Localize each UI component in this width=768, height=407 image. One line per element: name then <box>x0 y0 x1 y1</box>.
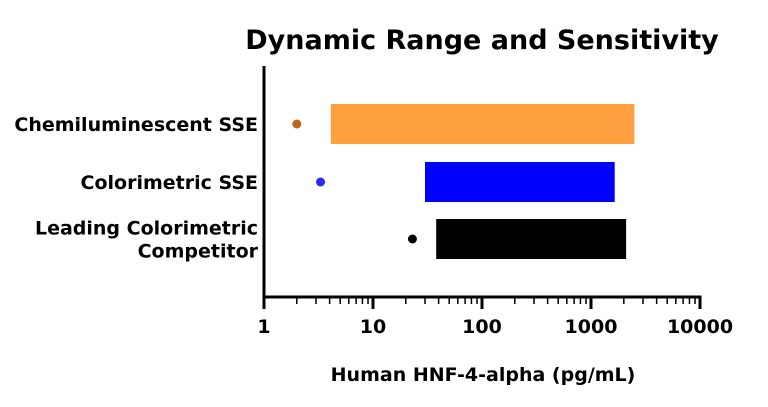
category-label: Colorimetric SSE <box>81 172 258 194</box>
chart-title: Dynamic Range and Sensitivity <box>245 25 719 56</box>
sensitivity-dot <box>407 234 417 244</box>
category-label: Competitor <box>138 241 259 263</box>
x-axis-ticks: 1 10 100 1000 10000 <box>257 297 733 338</box>
range-bar <box>436 219 627 259</box>
category-label: Leading Colorimetric <box>35 218 258 240</box>
category-label: Chemiluminescent SSE <box>14 114 258 136</box>
sensitivity-dot <box>292 119 302 129</box>
range-bar <box>330 104 635 144</box>
x-tick-label: 10 <box>360 316 386 338</box>
plot-area <box>292 104 635 259</box>
x-tick-label: 1000 <box>565 316 618 338</box>
x-tick-label: 10000 <box>667 316 733 338</box>
x-axis-label: Human HNF-4-alpha (pg/mL) <box>331 364 636 386</box>
x-tick-label: 100 <box>462 316 502 338</box>
x-tick-label: 1 <box>257 316 270 338</box>
category-labels: Chemiluminescent SSE Colorimetric SSE Lead… <box>14 114 258 263</box>
sensitivity-dot <box>316 177 326 187</box>
range-bar <box>425 162 615 202</box>
